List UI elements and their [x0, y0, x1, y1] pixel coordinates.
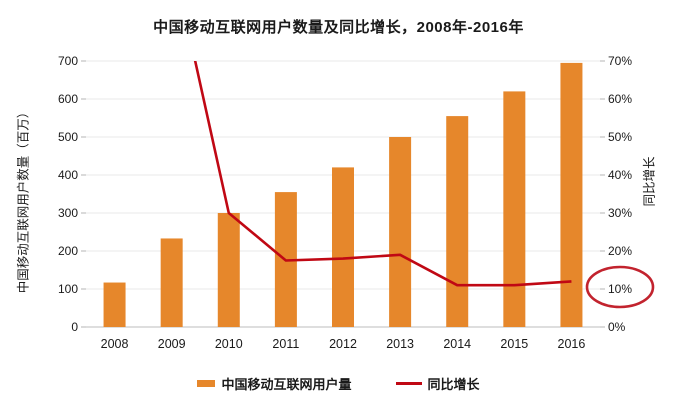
right-axis-tick-label: 40% [608, 168, 633, 182]
x-axis-label-2009: 2009 [157, 337, 186, 351]
left-axis-tick-label: 400 [57, 168, 78, 182]
legend-item-growth: 同比增长 [395, 374, 480, 393]
right-axis-title: 同比增长 [642, 156, 657, 207]
line-swatch-icon [395, 382, 422, 385]
x-axis-label-2010: 2010 [214, 337, 243, 351]
right-axis-tick-label: 70% [608, 54, 633, 68]
growth-line [193, 61, 572, 287]
x-axis-label-2015: 2015 [500, 337, 529, 351]
left-axis-tick-label: 600 [57, 92, 78, 106]
left-axis-tick-label: 200 [57, 244, 78, 258]
bar-swatch-icon [197, 380, 216, 387]
chart-title: 中国移动互联网用户数量及同比增长，2008年-2016年 [153, 19, 524, 36]
legend-label-growth: 同比增长 [427, 377, 480, 392]
right-axis-tick-label: 60% [608, 92, 633, 106]
right-axis-tick-label: 50% [608, 130, 633, 144]
bar-2009 [160, 238, 183, 327]
bar-2012 [332, 167, 354, 327]
right-axis-tick-label: 30% [608, 206, 633, 220]
x-axis-label-2013: 2013 [386, 337, 415, 351]
x-axis-label-2012: 2012 [329, 337, 357, 351]
bar-2010 [217, 213, 240, 327]
bar-2015 [503, 91, 526, 328]
bar-2016 [560, 62, 583, 328]
left-axis-title: 中国移动互联网用户数量（百万） [16, 105, 31, 294]
x-axis-label-2011: 2011 [272, 337, 300, 351]
x-axis-label-2016: 2016 [557, 337, 586, 351]
left-axis-tick-label: 700 [57, 54, 78, 68]
legend-item-users: 中国移动互联网用户量 [197, 374, 352, 393]
bar-2013 [389, 137, 412, 327]
bar-2008 [103, 282, 126, 327]
legend-label-users: 中国移动互联网用户量 [221, 377, 352, 392]
right-axis-tick-label: 20% [608, 244, 633, 258]
left-axis-tick-label: 300 [57, 206, 78, 220]
left-axis-tick-label: 500 [57, 130, 78, 144]
annotation-ellipse [585, 265, 655, 309]
x-axis-label-2014: 2014 [443, 337, 472, 351]
right-axis-tick-label: 10% [608, 282, 633, 296]
x-axis-label-2008: 2008 [100, 337, 129, 351]
left-axis-tick-label: 0 [71, 320, 78, 334]
right-axis-tick-label: 0% [608, 320, 626, 334]
left-axis-tick-label: 100 [57, 282, 78, 296]
bar-2014 [446, 116, 469, 327]
legend: 中国移动互联网用户量 同比增长 [0, 374, 677, 393]
